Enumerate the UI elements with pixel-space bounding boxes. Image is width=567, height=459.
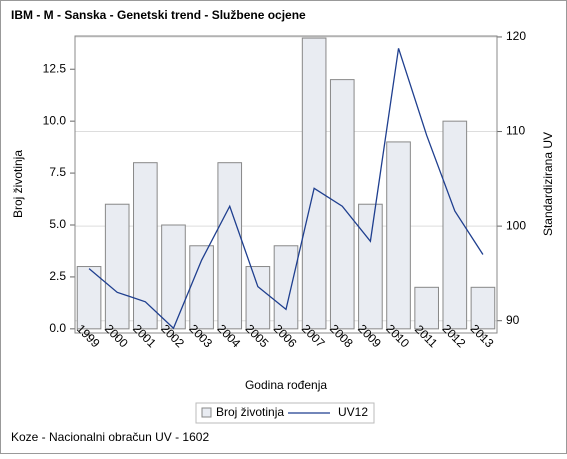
legend-box <box>195 402 375 424</box>
legend-swatch <box>201 407 212 418</box>
bar <box>104 203 130 330</box>
legend-label: UV12 <box>338 405 368 419</box>
bar <box>217 162 243 330</box>
y-tick-label: 7.5 <box>49 165 66 179</box>
bar <box>414 286 439 330</box>
bar <box>161 224 186 330</box>
bar <box>386 141 411 330</box>
y-tick-label: 5.0 <box>49 217 66 231</box>
y-axis-label: Broj životinja <box>11 150 25 218</box>
y2-tick-label: 110 <box>506 124 525 138</box>
bar <box>301 37 327 330</box>
x-axis-label: Godina rođenja <box>245 378 327 392</box>
bar <box>245 266 271 330</box>
y-tick-label: 10.0 <box>43 113 67 127</box>
bar <box>76 266 102 330</box>
y-tick-label: 2.5 <box>49 269 66 283</box>
y-tick-label: 0.0 <box>49 321 66 335</box>
y2-tick-label: 120 <box>506 29 526 43</box>
bar <box>358 203 383 330</box>
bar <box>273 245 299 330</box>
y2-axis-label: Standardizirana UV <box>541 132 555 236</box>
bar <box>442 120 468 330</box>
chart-title: IBM - M - Sanska - Genetski trend - Služ… <box>11 8 306 22</box>
bar <box>133 162 158 330</box>
bar <box>329 79 355 330</box>
bar <box>470 286 496 330</box>
y2-tick-label: 90 <box>506 313 520 327</box>
line <box>88 48 484 330</box>
legend-label: Broj životinja <box>216 405 284 419</box>
y2-tick-label: 100 <box>506 218 526 232</box>
bar <box>189 245 214 330</box>
footnote: Koze - Nacionalni obračun UV - 1602 <box>11 430 209 444</box>
y-tick-label: 12.5 <box>43 61 67 75</box>
